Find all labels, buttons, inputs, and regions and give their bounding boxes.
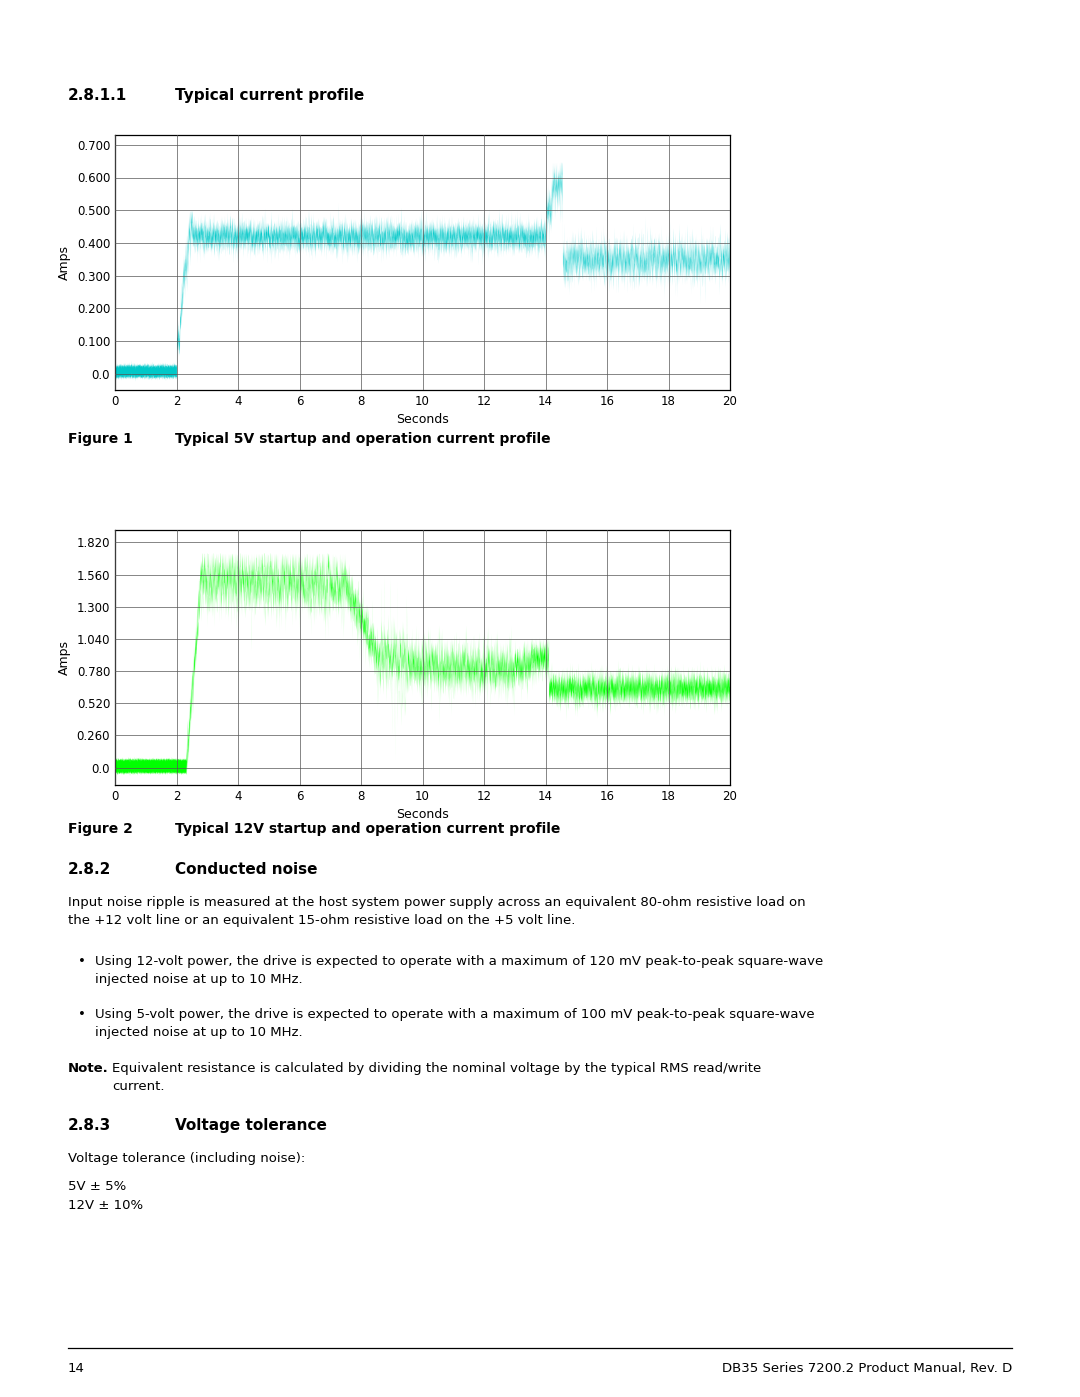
X-axis label: Seconds: Seconds bbox=[396, 414, 449, 426]
Text: 2.8.1.1: 2.8.1.1 bbox=[68, 88, 127, 103]
Text: 2.8.3: 2.8.3 bbox=[68, 1118, 111, 1133]
Text: 5V ± 5%
12V ± 10%: 5V ± 5% 12V ± 10% bbox=[68, 1180, 144, 1213]
Text: Using 5-volt power, the drive is expected to operate with a maximum of 100 mV pe: Using 5-volt power, the drive is expecte… bbox=[95, 1009, 814, 1039]
Text: Figure 2: Figure 2 bbox=[68, 821, 133, 835]
Text: Typical 5V startup and operation current profile: Typical 5V startup and operation current… bbox=[175, 432, 551, 446]
Y-axis label: Amps: Amps bbox=[58, 640, 71, 675]
Text: Voltage tolerance: Voltage tolerance bbox=[175, 1118, 327, 1133]
Y-axis label: Amps: Amps bbox=[58, 244, 71, 279]
Text: Typical current profile: Typical current profile bbox=[175, 88, 364, 103]
X-axis label: Seconds: Seconds bbox=[396, 809, 449, 821]
Text: Voltage tolerance (including noise):: Voltage tolerance (including noise): bbox=[68, 1153, 306, 1165]
Text: Figure 1: Figure 1 bbox=[68, 432, 133, 446]
Text: Note.: Note. bbox=[68, 1062, 109, 1076]
Text: Conducted noise: Conducted noise bbox=[175, 862, 318, 877]
Text: •: • bbox=[78, 1009, 86, 1021]
Text: Using 12-volt power, the drive is expected to operate with a maximum of 120 mV p: Using 12-volt power, the drive is expect… bbox=[95, 956, 823, 986]
Text: •: • bbox=[78, 956, 86, 968]
Text: Input noise ripple is measured at the host system power supply across an equival: Input noise ripple is measured at the ho… bbox=[68, 895, 806, 928]
Text: DB35 Series 7200.2 Product Manual, Rev. D: DB35 Series 7200.2 Product Manual, Rev. … bbox=[721, 1362, 1012, 1375]
Text: 14: 14 bbox=[68, 1362, 85, 1375]
Text: Equivalent resistance is calculated by dividing the nominal voltage by the typic: Equivalent resistance is calculated by d… bbox=[112, 1062, 761, 1092]
Text: 2.8.2: 2.8.2 bbox=[68, 862, 111, 877]
Text: Typical 12V startup and operation current profile: Typical 12V startup and operation curren… bbox=[175, 821, 561, 835]
